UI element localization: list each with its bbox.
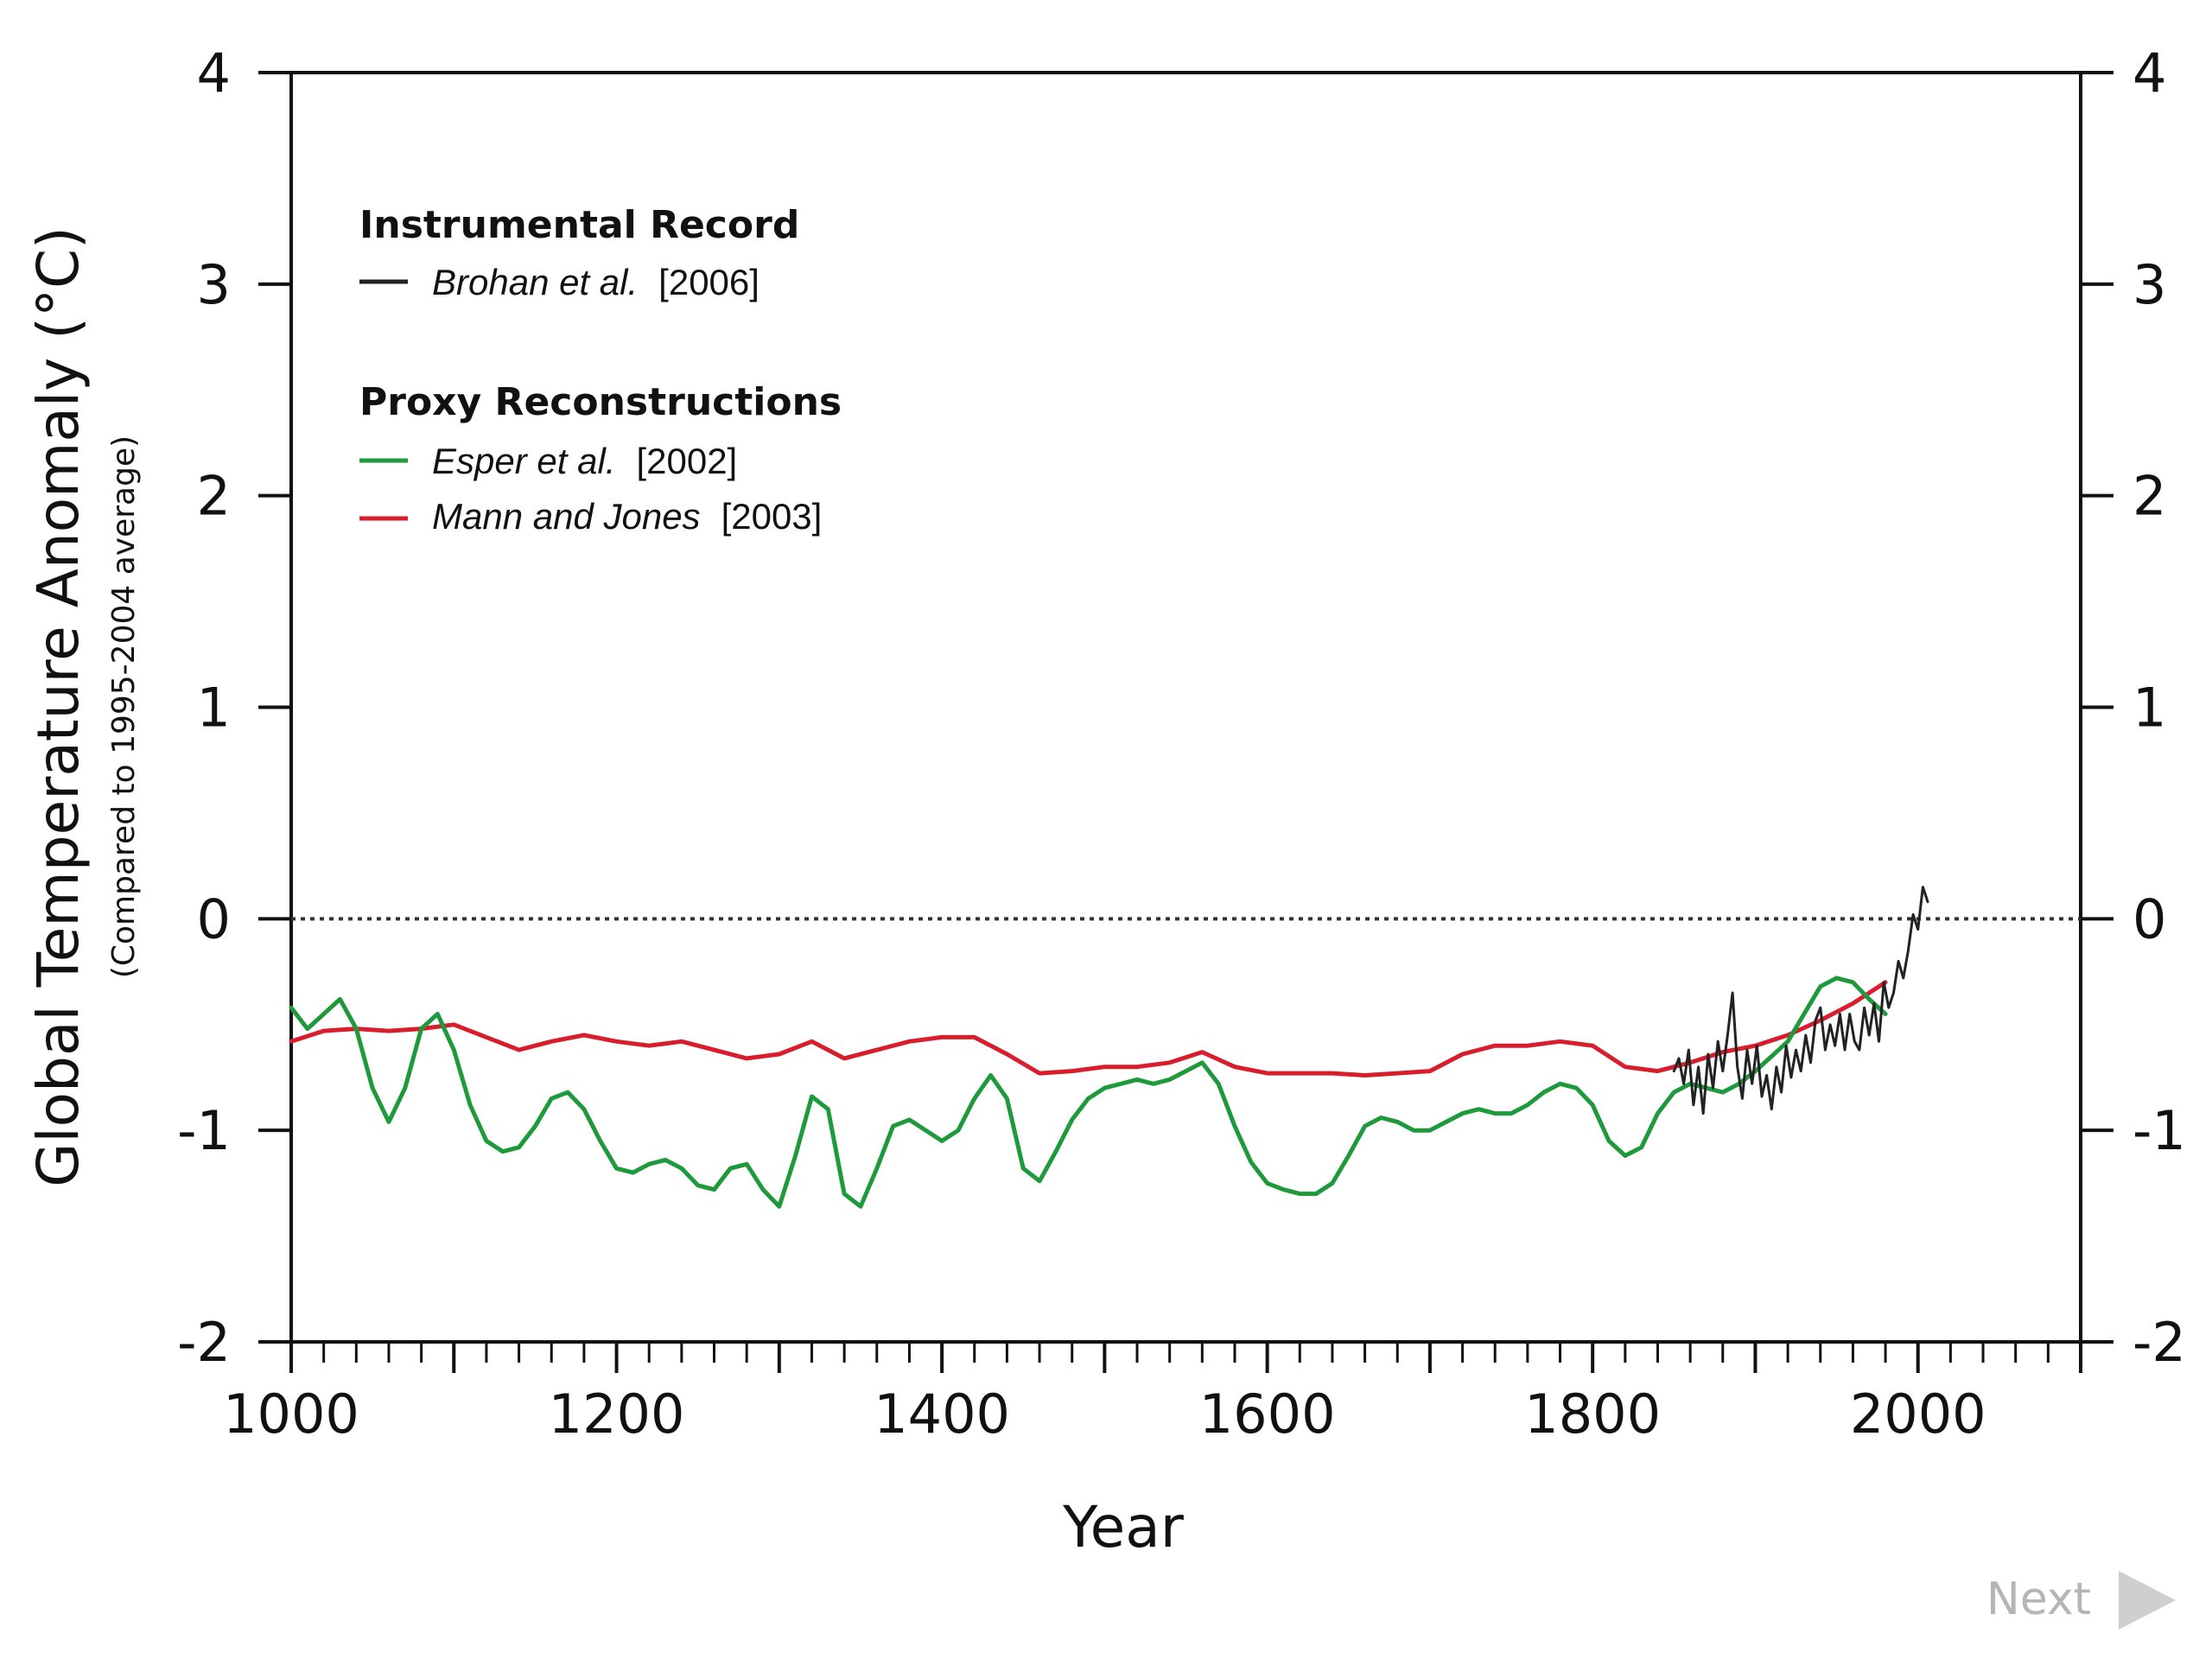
y-tick-label-left: -2 xyxy=(177,1311,231,1374)
y-tick-label-left: 0 xyxy=(197,887,231,950)
next-label[interactable]: Next xyxy=(1986,1573,2091,1625)
y-tick-label-right: 3 xyxy=(2133,253,2166,316)
y-tick-label-left: 3 xyxy=(197,253,231,316)
legend-label-mann-jones: Mann and Jones [2003] xyxy=(432,496,822,537)
y-tick-label-left: 4 xyxy=(197,41,231,105)
legend-group-instrumental: Instrumental Record xyxy=(359,203,799,247)
y-tick-label-right: -2 xyxy=(2133,1311,2186,1374)
series-line-esper xyxy=(289,976,1888,1209)
y-tick-label-left: 2 xyxy=(197,465,231,528)
y-tick-label-right: 4 xyxy=(2133,41,2166,105)
series-layer xyxy=(289,886,1929,1209)
y-axis-subtitle: (Compared to 1995-2004 average) xyxy=(106,435,142,978)
y-tick-label-right: 0 xyxy=(2133,887,2166,950)
x-tick-label: 1600 xyxy=(1199,1382,1336,1446)
x-tick-label: 1000 xyxy=(223,1382,359,1446)
x-tick-label: 1800 xyxy=(1524,1382,1661,1446)
x-ticks: 1000 1200 1400 1600 1800 2000 xyxy=(223,1342,2082,1446)
y-tick-label-left: 1 xyxy=(197,677,231,740)
legend: Instrumental Record Brohan et al. [2006] … xyxy=(359,203,842,537)
series-line-mann-jones xyxy=(289,980,1888,1077)
legend-label-esper: Esper et al. [2002] xyxy=(432,441,737,481)
y-tick-label-right: -1 xyxy=(2133,1099,2186,1162)
x-tick-label: 2000 xyxy=(1850,1382,1986,1446)
y-tick-label-right: 1 xyxy=(2133,677,2166,740)
x-tick-label: 1400 xyxy=(874,1382,1010,1446)
x-axis-title: Year xyxy=(1062,1494,1185,1560)
next-button[interactable]: Next xyxy=(1986,1571,2176,1630)
y-axis-title: Global Temperature Anomaly (°C) xyxy=(25,226,92,1187)
y-ticks-right: 4 3 2 1 0 -1 -2 xyxy=(2081,41,2186,1374)
y-tick-label-left: -1 xyxy=(177,1099,231,1162)
x-tick-label: 1200 xyxy=(549,1382,685,1446)
legend-label-brohan: Brohan et al. [2006] xyxy=(432,262,760,302)
series-line-brohan xyxy=(1672,886,1929,1116)
legend-group-proxy: Proxy Reconstructions xyxy=(359,380,842,424)
next-arrow-icon[interactable] xyxy=(2119,1571,2176,1630)
y-tick-label-right: 2 xyxy=(2133,465,2166,528)
y-ticks-left: 4 3 2 1 0 -1 -2 xyxy=(177,41,291,1374)
